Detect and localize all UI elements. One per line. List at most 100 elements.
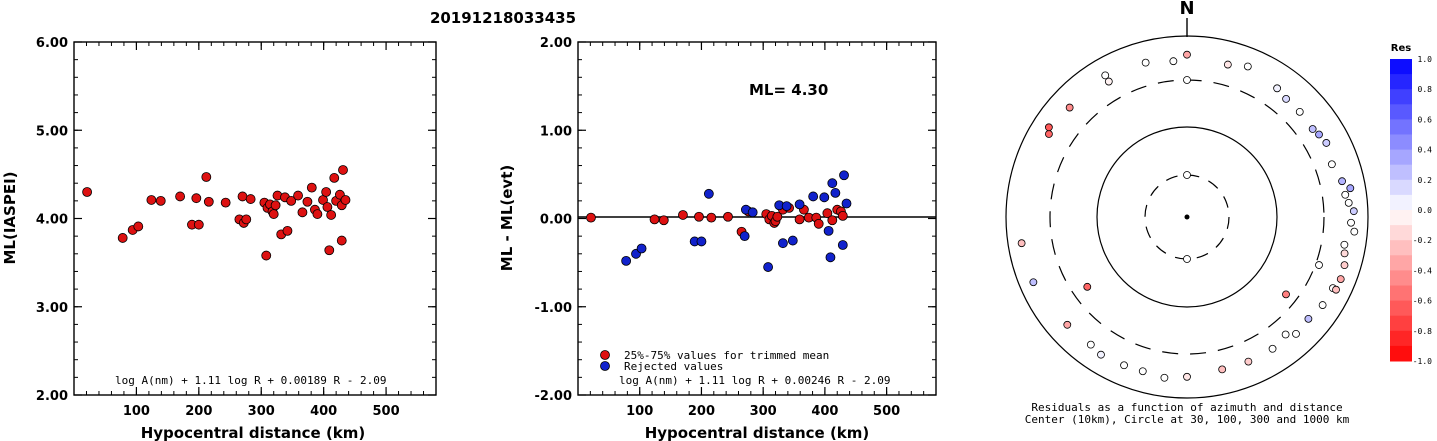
panel-2-ylabel: ML - ML(evt) (498, 165, 516, 271)
rejected-point (830, 188, 841, 198)
data-point (191, 193, 202, 204)
rejected-point (621, 255, 632, 266)
rejected-point (763, 262, 774, 272)
colorbar-swatch (1390, 300, 1412, 317)
residual-point (1138, 367, 1147, 376)
data-point (772, 211, 783, 222)
residual-point (1350, 227, 1359, 236)
colorbar-title: Res (1391, 43, 1411, 54)
colorbar-swatches (1390, 59, 1412, 362)
data-point (329, 173, 340, 183)
rejected-point (747, 207, 758, 218)
residual-point (1336, 275, 1345, 284)
data-point (694, 211, 704, 222)
x-tick-label: 100 (123, 404, 150, 419)
residual-point (1083, 282, 1092, 291)
data-point (322, 202, 333, 212)
residual-point (1169, 57, 1178, 66)
residual-point (1295, 107, 1304, 116)
data-point (813, 218, 824, 229)
rejected-point (778, 238, 788, 249)
data-point (723, 211, 733, 222)
x-tick-label: 200 (688, 404, 715, 419)
panel-1-frame (73, 41, 437, 396)
data-point (837, 210, 848, 221)
ring-30km (1144, 174, 1230, 260)
legend-marker-trimmed (600, 350, 610, 360)
colorbar-tick-label: -0.4 (1413, 266, 1432, 275)
colorbar-swatch (1390, 59, 1412, 75)
panel-2-axes: -2.00 -1.00 0.00 1.00 2.00 100 200 300 400 500 (535, 36, 936, 419)
rejected-point (703, 188, 714, 199)
residual-point (1044, 123, 1053, 132)
panel-1-points (82, 165, 351, 261)
colorbar-swatch (1390, 74, 1412, 90)
y-tick-label: 0.00 (540, 213, 572, 228)
x-tick-label: 100 (626, 404, 653, 419)
epicenter-dot (1184, 214, 1190, 220)
colorbar-swatch (1390, 89, 1412, 105)
panel-ml-iaspei: 2.00 3.00 4.00 5.00 6.00 100 200 300 400 500 Hypo… (1, 36, 437, 441)
colorbar-tick-label: -0.8 (1413, 327, 1432, 336)
colorbar-swatch (1390, 194, 1412, 211)
residual-point (1340, 249, 1349, 258)
y-tick-label: 3.00 (36, 301, 68, 316)
y-tick-label: 2.00 (540, 36, 572, 51)
data-point (270, 200, 281, 211)
residual-point (1340, 261, 1349, 270)
residual-colorbar: Res 1.0 0.8 0.6 0.4 0.2 0.0 -0.2 -0.4 -0.6 -0.8 -1… (1390, 43, 1432, 366)
y-tick-label: 6.00 (36, 36, 68, 51)
residual-point (1273, 84, 1282, 93)
colorbar-swatch (1390, 210, 1412, 226)
residual-point (1315, 130, 1323, 139)
rejected-point (819, 192, 830, 203)
data-point (201, 172, 212, 182)
residual-point (1063, 320, 1072, 329)
residual-point (1141, 58, 1150, 67)
legend-label-trimmed: 25%-75% values for trimmed mean (624, 349, 829, 362)
y-tick-label: -1.00 (535, 301, 572, 316)
ring-100km (1096, 126, 1278, 308)
residual-point (1243, 62, 1252, 71)
data-point (282, 225, 293, 236)
colorbar-swatch (1390, 164, 1412, 181)
residual-point (1308, 125, 1317, 133)
residual-point (1344, 198, 1353, 207)
data-point (678, 210, 688, 220)
rejected-point (808, 191, 819, 202)
data-point (241, 214, 252, 225)
colorbar-tick-label: -1.0 (1413, 357, 1432, 366)
x-tick-label: 400 (811, 404, 838, 419)
x-tick-label: 200 (185, 404, 212, 419)
residual-point (1183, 76, 1191, 84)
data-point (268, 209, 279, 219)
panel-2-formula: log A(nm) + 1.11 log R + 0.00246 R - 2.0… (619, 374, 891, 387)
data-point (220, 197, 231, 208)
data-point (245, 194, 256, 204)
residual-point (1282, 94, 1291, 103)
colorbar-swatch (1390, 345, 1412, 362)
data-point (286, 195, 297, 206)
page-title: 20191218033435 (430, 9, 576, 27)
residual-point (1017, 239, 1026, 248)
colorbar-swatch (1390, 255, 1412, 271)
colorbar-swatch (1390, 134, 1412, 151)
data-point (175, 191, 186, 202)
data-point (261, 250, 272, 261)
colorbar-tick-label: 0.8 (1418, 85, 1433, 94)
rejected-point (739, 231, 750, 242)
residual-point (1160, 373, 1169, 382)
y-tick-label: -2.00 (535, 389, 572, 404)
data-point (338, 165, 348, 175)
rejected-point (794, 199, 805, 210)
rejected-point (841, 198, 852, 209)
colorbar-swatch (1390, 104, 1412, 120)
panel-1-axes: 2.00 3.00 4.00 5.00 6.00 100 200 300 400 500 (36, 36, 436, 419)
colorbar-swatch (1390, 315, 1412, 332)
data-point (706, 212, 717, 223)
data-point (794, 214, 805, 225)
data-point (649, 214, 660, 225)
panel-polar-residuals: N Residuals as a function of azimuth and… (1005, 0, 1369, 426)
residual-point (1346, 184, 1355, 193)
residual-point (1349, 207, 1358, 216)
